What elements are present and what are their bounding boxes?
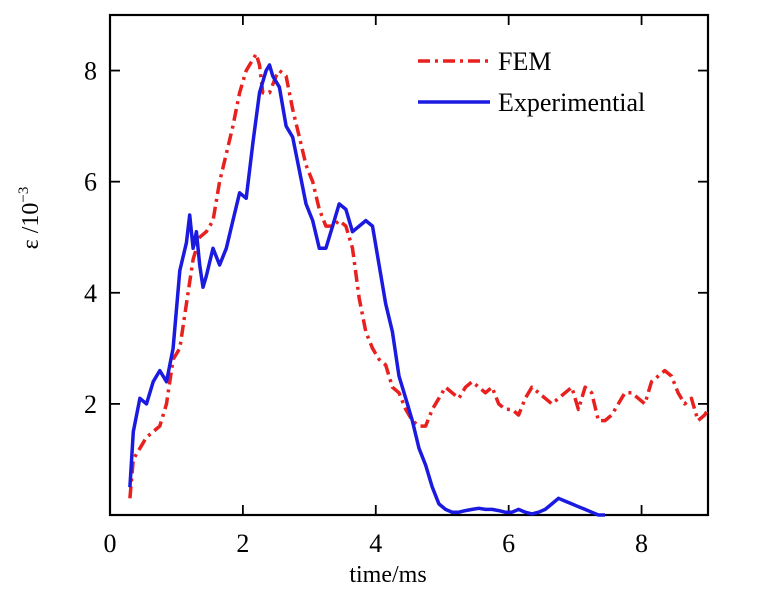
y-tick-label: 2 (84, 390, 97, 419)
y-tick-label: 4 (84, 279, 97, 308)
x-tick-label: 6 (502, 529, 515, 558)
y-tick-label: 8 (84, 57, 97, 86)
x-tick-label: 0 (104, 529, 117, 558)
svg-text:ε /10−3: ε /10−3 (16, 187, 44, 250)
x-tick-label: 2 (236, 529, 249, 558)
x-tick-label: 4 (369, 529, 382, 558)
y-tick-labels: 2 4 6 8 (84, 57, 97, 419)
series-line-experimential (128, 63, 605, 517)
y-axis-label-group: ε /10−3 (16, 187, 44, 250)
x-tick-labels: 0 2 4 6 8 (104, 529, 649, 558)
series-line-fem (128, 52, 710, 499)
legend: FEM Experimential (418, 47, 645, 117)
y-axis-label-exponent: −3 (16, 187, 32, 203)
legend-label-experimential: Experimential (498, 88, 645, 117)
series-lines (128, 52, 710, 517)
x-axis-label: time/ms (349, 562, 426, 588)
legend-label-fem: FEM (498, 47, 551, 76)
x-tick-label: 8 (635, 529, 648, 558)
y-axis-label: ε /10 (18, 203, 44, 250)
y-tick-label: 6 (84, 168, 97, 197)
plot-frame (108, 13, 710, 517)
ticks (109, 15, 708, 515)
